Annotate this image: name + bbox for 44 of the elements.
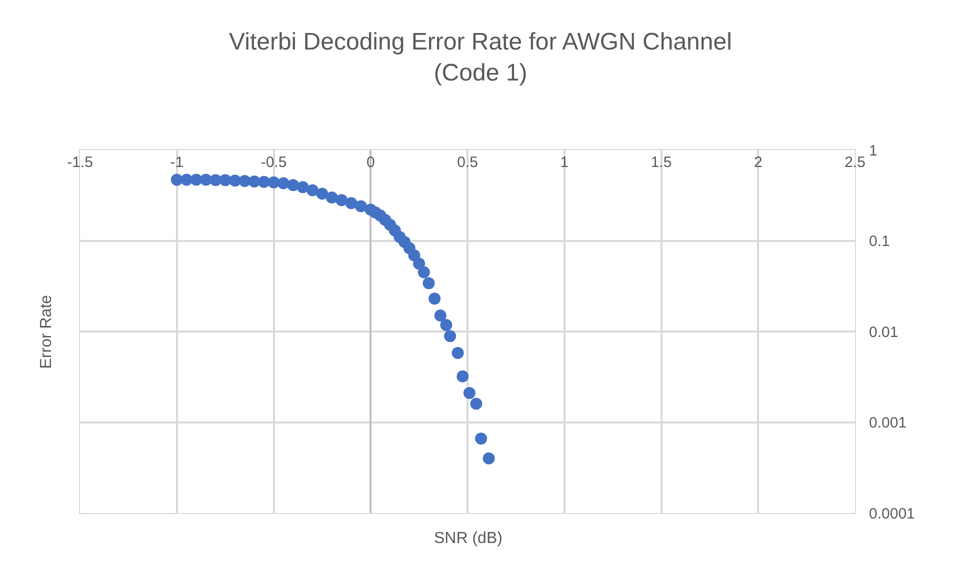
point: [287, 179, 300, 192]
chart-title: Viterbi Decoding Error Rate for AWGN Channel (Code 1): [229, 28, 732, 86]
x-tick-label: -1.5: [67, 154, 93, 171]
y-axis-title: Error Rate: [38, 294, 55, 369]
x-tick-label: -1: [170, 154, 184, 171]
point: [482, 452, 495, 464]
x-tick-label: -0.5: [260, 154, 287, 171]
point: [296, 181, 309, 194]
point: [475, 432, 488, 445]
x-tick-label: 1: [560, 154, 569, 171]
point: [418, 266, 430, 278]
point: [428, 292, 441, 305]
x-axis-title: SNR (dB): [434, 530, 502, 547]
point: [434, 310, 446, 322]
point: [180, 174, 193, 186]
point: [444, 330, 456, 342]
x-tick-label: 1.5: [650, 154, 672, 171]
y-tick-label: 0.001: [869, 414, 907, 432]
point: [316, 188, 328, 200]
point: [238, 175, 251, 188]
point: [463, 387, 476, 400]
x-tick-label: 0.5: [457, 154, 478, 171]
y-tick-label: 0.0001: [869, 505, 915, 522]
point: [470, 398, 482, 410]
point: [258, 176, 270, 188]
point: [452, 346, 464, 359]
point: [306, 184, 318, 196]
y-tick-label: 0.01: [869, 324, 898, 341]
y-tick-label: 1: [869, 142, 878, 160]
point: [354, 200, 367, 212]
x-tick-label: 2: [754, 154, 762, 171]
point: [422, 277, 435, 290]
point: [345, 197, 358, 210]
point: [413, 258, 426, 270]
x-tick-label: 0: [366, 154, 375, 171]
point: [336, 194, 348, 206]
point: [326, 191, 338, 204]
point: [456, 370, 469, 382]
point: [229, 174, 241, 187]
point: [440, 318, 452, 331]
point: [210, 174, 222, 186]
x-tick-label: 2.5: [844, 154, 866, 171]
point: [277, 177, 290, 190]
y-tick-label: 0.1: [869, 233, 890, 250]
